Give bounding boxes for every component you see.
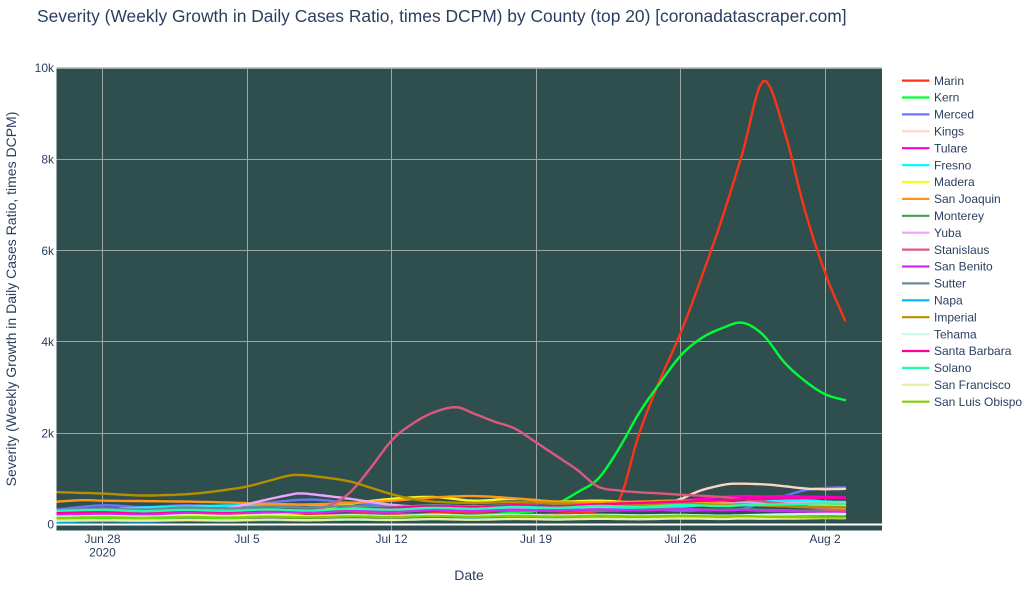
svg-text:Severity (Weekly Growth in Dai: Severity (Weekly Growth in Daily Cases R… [37, 6, 847, 26]
svg-text:Stanislaus: Stanislaus [934, 243, 989, 257]
svg-text:Jun 28: Jun 28 [84, 532, 120, 546]
svg-text:0: 0 [47, 518, 54, 532]
svg-text:Marin: Marin [934, 74, 964, 88]
svg-text:Aug 2: Aug 2 [809, 532, 841, 546]
svg-text:Jul 26: Jul 26 [664, 532, 696, 546]
svg-text:Sutter: Sutter [934, 277, 966, 291]
svg-text:San Francisco: San Francisco [934, 378, 1011, 392]
svg-text:Imperial: Imperial [934, 310, 977, 324]
svg-text:Monterey: Monterey [934, 209, 984, 223]
svg-text:2020: 2020 [89, 546, 116, 560]
svg-text:Madera: Madera [934, 175, 975, 189]
svg-text:Yuba: Yuba [934, 226, 962, 240]
svg-text:8k: 8k [41, 153, 55, 167]
svg-text:Fresno: Fresno [934, 158, 972, 172]
svg-text:San Benito: San Benito [934, 260, 993, 274]
svg-text:2k: 2k [41, 426, 55, 440]
svg-text:Kern: Kern [934, 91, 959, 105]
svg-text:Solano: Solano [934, 361, 972, 375]
svg-text:Jul 5: Jul 5 [234, 532, 260, 546]
svg-text:Tehama: Tehama [934, 327, 977, 341]
svg-text:Kings: Kings [934, 125, 964, 139]
svg-text:Date: Date [454, 567, 484, 583]
svg-text:Tulare: Tulare [934, 141, 968, 155]
svg-text:San Luis Obispo: San Luis Obispo [934, 395, 1022, 409]
svg-text:6k: 6k [41, 244, 55, 258]
svg-text:Santa Barbara: Santa Barbara [934, 344, 1012, 358]
svg-text:Severity (Weekly Growth in Dai: Severity (Weekly Growth in Daily Cases R… [3, 112, 19, 487]
svg-text:4k: 4k [41, 335, 55, 349]
svg-text:Napa: Napa [934, 294, 963, 308]
svg-text:Jul 12: Jul 12 [375, 532, 407, 546]
svg-text:10k: 10k [35, 61, 55, 75]
svg-text:Jul 19: Jul 19 [520, 532, 552, 546]
svg-text:San Joaquin: San Joaquin [934, 192, 1001, 206]
svg-text:Merced: Merced [934, 108, 974, 122]
